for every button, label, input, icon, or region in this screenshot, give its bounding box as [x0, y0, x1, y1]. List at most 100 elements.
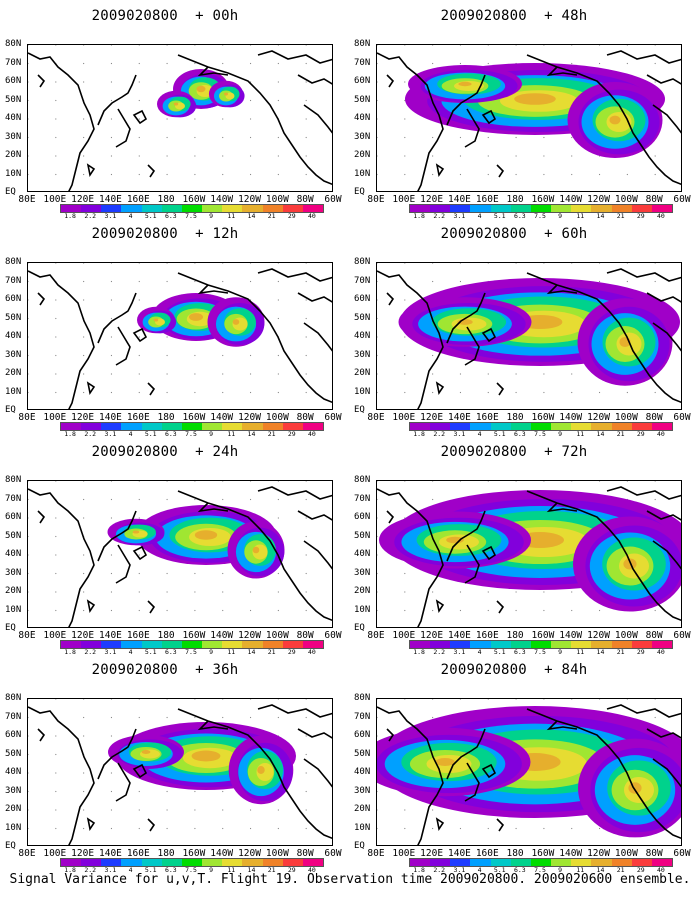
- longitude-label: 80W: [645, 630, 663, 641]
- colorbar-label: 11: [576, 866, 585, 874]
- graticule-dot: [377, 735, 378, 737]
- map-canvas: [28, 699, 332, 845]
- latitude-label: 30N: [5, 567, 22, 578]
- graticule-dot: [377, 498, 378, 501]
- map-canvas: [28, 263, 332, 409]
- latitude-label: 70N: [5, 275, 22, 286]
- coastline: [646, 510, 681, 521]
- graticule-dot: [28, 299, 29, 301]
- longitude-label: 140W: [559, 412, 583, 423]
- graticule-dot: [55, 391, 57, 394]
- longitude-label: 180: [157, 848, 175, 859]
- graticule-dot: [626, 45, 628, 46]
- graticule-dot: [487, 173, 489, 176]
- coastline: [28, 488, 95, 627]
- colorbar-swatch: [530, 423, 552, 430]
- longitude-label: 180: [506, 848, 524, 859]
- longitude-label: 120E: [420, 848, 444, 859]
- graticule-dot: [487, 699, 489, 700]
- variance-contour: [458, 81, 472, 87]
- graticule-dot: [487, 391, 489, 394]
- colorbar-swatch: [571, 859, 592, 866]
- graticule-dot: [110, 498, 113, 501]
- longitude-label: 100W: [614, 848, 638, 859]
- longitude-label: 100W: [265, 848, 289, 859]
- graticule-dot: [83, 336, 85, 338]
- graticule-dot: [654, 62, 656, 65]
- colorbar-label: 7.5: [534, 212, 546, 220]
- latitude-axis: 80N 70N 60N 50N 40N 30N 20N 10N EQ: [5, 39, 25, 197]
- colorbar-label: 2.2: [84, 866, 97, 874]
- colorbar-label: 4: [477, 866, 482, 874]
- variance-contour: [196, 85, 206, 93]
- graticule-dot: [222, 280, 224, 283]
- latitude-label: 80N: [354, 475, 371, 485]
- colorbar-swatch: [611, 641, 632, 648]
- latitude-label: 60N: [354, 76, 371, 86]
- graticule-dot: [110, 62, 113, 65]
- longitude-label: 160W: [182, 848, 206, 859]
- graticule-dot: [515, 699, 517, 700]
- graticule-dot: [28, 716, 29, 719]
- coastline: [386, 74, 395, 88]
- variance-map: [376, 262, 682, 410]
- longitude-axis: 80E 100E 120E 140E 160E 180 160W 140W 120W 100W 80…: [18, 630, 341, 642]
- colorbar-swatch: [161, 205, 182, 212]
- latitude-label: 30N: [354, 785, 371, 796]
- colorbar-swatch: [490, 859, 511, 866]
- graticule-dot: [404, 336, 406, 338]
- graticule-dot: [626, 391, 628, 394]
- graticule-dot: [277, 45, 279, 46]
- longitude-label: 60W: [673, 630, 691, 641]
- longitude-label: 60W: [673, 194, 691, 205]
- variance-contour: [141, 750, 151, 754]
- graticule-dot: [166, 280, 168, 283]
- graticule-dot: [194, 827, 196, 830]
- latitude-label: 70N: [5, 493, 22, 504]
- graticule-dot: [249, 136, 252, 139]
- graticule-dot: [377, 155, 378, 157]
- coastline: [435, 817, 445, 832]
- graticule-dot: [377, 299, 378, 301]
- graticule-dot: [166, 609, 168, 612]
- graticule-dot: [249, 481, 252, 482]
- colorbar-swatch: [262, 423, 283, 430]
- colorbar-swatch: [631, 859, 652, 866]
- colorbar-swatch: [262, 205, 283, 212]
- coastline: [303, 322, 332, 352]
- longitude-label: 160W: [182, 630, 206, 641]
- graticule-dot: [598, 481, 601, 482]
- latitude-label: 70N: [354, 57, 371, 68]
- colorbar-label: 11: [227, 430, 236, 438]
- colorbar-label: 14: [247, 430, 256, 438]
- graticule-dot: [404, 609, 406, 612]
- graticule-dot: [55, 45, 57, 46]
- graticule-dot: [110, 81, 113, 83]
- graticule-dot: [28, 81, 29, 83]
- graticule-dot: [194, 609, 196, 612]
- graticule-dot: [83, 735, 85, 737]
- variance-contour: [173, 102, 179, 106]
- graticule-dot: [138, 45, 140, 46]
- colorbar-swatch: [430, 423, 451, 430]
- coastline: [435, 381, 445, 396]
- colorbar-swatch: [121, 859, 142, 866]
- longitude-label: 180: [157, 412, 175, 423]
- graticule-dot: [166, 62, 168, 65]
- longitude-label: 60W: [673, 412, 691, 423]
- latitude-label: 50N: [5, 312, 22, 323]
- colorbar-swatch: [161, 423, 182, 430]
- longitude-label: 160W: [531, 194, 555, 205]
- graticule-dot: [487, 62, 489, 65]
- coastline: [377, 52, 444, 191]
- graticule-dot: [138, 81, 140, 83]
- longitude-label: 80E: [18, 194, 36, 205]
- colorbar-swatch: [450, 641, 471, 648]
- graticule-dot: [459, 827, 462, 830]
- coastline: [496, 164, 505, 178]
- graticule-dot: [377, 336, 378, 338]
- colorbar-swatch: [181, 641, 203, 648]
- colorbar-label: 5.1: [493, 212, 506, 220]
- graticule-dot: [110, 609, 113, 612]
- colorbar-label: 6.3: [513, 430, 526, 438]
